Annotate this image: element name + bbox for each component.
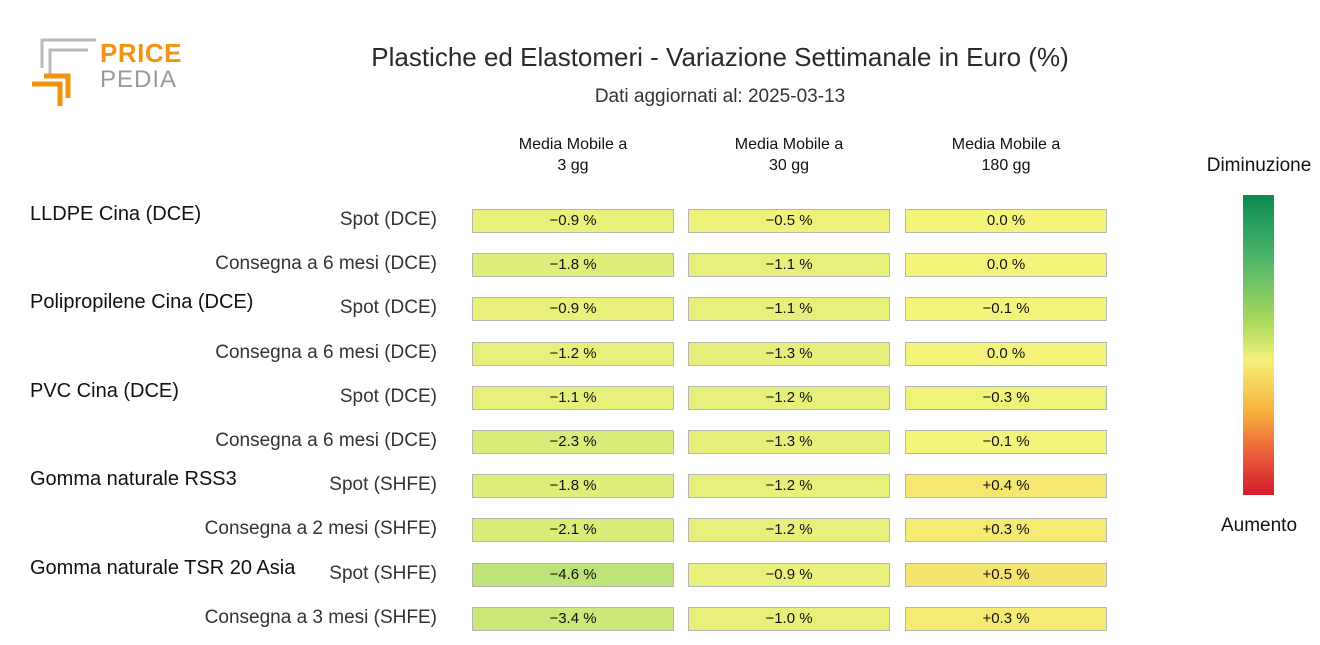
row-label: Spot (DCE): [339, 385, 437, 407]
color-scale-bar: [1243, 195, 1274, 495]
row-label: Spot (SHFE): [329, 474, 437, 496]
heatmap-cell: −0.9 %: [472, 297, 674, 322]
heatmap-cell: −3.4 %: [472, 606, 674, 631]
heatmap-cell: −1.8 %: [472, 474, 674, 499]
column-header-line1: Media Mobile a: [518, 136, 628, 153]
heatmap-cell: −0.1 %: [905, 430, 1107, 454]
group-label: LLDPE Cina (DCE): [30, 203, 202, 225]
heatmap-cell: −1.2 %: [688, 474, 890, 499]
heatmap-cell: −4.6 %: [472, 562, 674, 587]
heatmap-cell: −0.5 %: [688, 209, 890, 233]
group-label: PVC Cina (DCE): [30, 379, 179, 402]
heatmap-cell: −1.1 %: [688, 253, 890, 278]
group-label: Polipropilene Cina (DCE): [30, 291, 254, 314]
row-label: Consegna a 6 mesi (DCE): [215, 253, 437, 275]
heatmap-cell: −2.1 %: [472, 518, 674, 543]
heatmap-cell: 0.0 %: [905, 209, 1107, 233]
column-header-line1: Media Mobile a: [951, 136, 1061, 153]
chart-subtitle: Dati aggiornati al: 2025-03-13: [594, 86, 846, 107]
column-header-line1: Media Mobile a: [734, 136, 844, 153]
group-label: Gomma naturale RSS3: [30, 468, 237, 491]
heatmap-cell: −0.3 %: [905, 385, 1107, 410]
group-label: Gomma naturale TSR 20 Asia: [30, 556, 296, 579]
column-header-180gg: Media Mobile a 180 gg: [905, 134, 1107, 176]
heatmap-cell: +0.5 %: [905, 562, 1107, 587]
heatmap-cell: −1.8 %: [472, 253, 674, 278]
column-header-3gg: Media Mobile a 3 gg: [472, 134, 674, 176]
heatmap-cell: −1.3 %: [688, 341, 890, 366]
legend-bottom-label: Aumento: [1220, 515, 1298, 536]
heatmap-cell: −1.1 %: [472, 385, 674, 410]
heatmap-cell: 0.0 %: [905, 253, 1107, 278]
row-label: Consegna a 6 mesi (DCE): [215, 341, 437, 363]
heatmap-cell: −1.2 %: [472, 341, 674, 366]
heatmap-cell: −0.9 %: [688, 562, 890, 587]
heatmap-cell: −1.1 %: [688, 297, 890, 322]
heatmap-cell: −1.2 %: [688, 385, 890, 410]
heatmap-cell: 0.0 %: [905, 341, 1107, 366]
column-header-30gg: Media Mobile a 30 gg: [688, 134, 890, 176]
heatmap-cell: −1.2 %: [688, 518, 890, 543]
row-label: Consegna a 3 mesi (SHFE): [204, 606, 437, 628]
heatmap-cell: −1.3 %: [688, 430, 890, 454]
chart-title: Plastiche ed Elastomeri - Variazione Set…: [371, 42, 1069, 72]
heatmap-cell: −0.1 %: [905, 297, 1107, 322]
logo-pedia-text: PEDIA: [100, 66, 178, 93]
legend-top-label: Diminuzione: [1206, 155, 1312, 176]
row-label: Consegna a 6 mesi (DCE): [215, 430, 437, 451]
heatmap-cell: −0.9 %: [472, 209, 674, 233]
heatmap-cell: +0.3 %: [905, 606, 1107, 631]
heatmap-cell: +0.3 %: [905, 518, 1107, 543]
row-label: Spot (SHFE): [329, 562, 437, 584]
logo-mark-icon: [32, 38, 96, 106]
row-label: Consegna a 2 mesi (SHFE): [204, 518, 437, 540]
column-header-line2: 3 gg: [557, 157, 589, 174]
heatmap-cell: −1.0 %: [688, 606, 890, 631]
pricepedia-logo: PRICE PEDIA: [30, 38, 190, 110]
heatmap-cell: −2.3 %: [472, 430, 674, 454]
logo-price-text: PRICE: [100, 38, 182, 68]
row-label: Spot (DCE): [339, 297, 437, 319]
heatmap-cell: +0.4 %: [905, 474, 1107, 499]
column-header-line2: 30 gg: [768, 157, 810, 174]
row-label: Spot (DCE): [339, 209, 437, 230]
column-header-line2: 180 gg: [981, 157, 1031, 174]
